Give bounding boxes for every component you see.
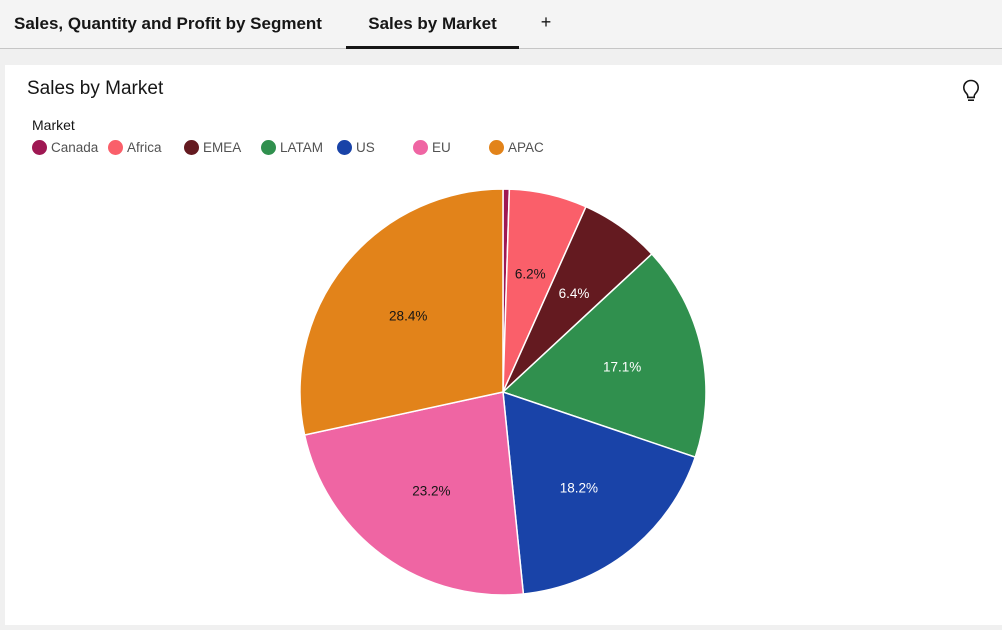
tab-bar: Sales, Quantity and Profit by Segment Sa…	[0, 0, 1002, 49]
legend-swatch	[489, 140, 504, 155]
pie-slice-latam[interactable]	[501, 252, 707, 459]
pie-label-africa: 6.2%	[515, 266, 546, 281]
legend-swatch	[108, 140, 123, 155]
pie-slice-apac[interactable]	[299, 188, 504, 436]
legend-title: Market	[32, 117, 75, 133]
pie-chart: 6.2% 6.4% 17.1% 18.2% 23.2% 28.4%	[299, 188, 707, 596]
legend-swatch	[413, 140, 428, 155]
legend-label: Africa	[127, 140, 162, 155]
pie-label-us: 18.2%	[560, 480, 598, 495]
legend-swatch	[32, 140, 47, 155]
legend-label: EMEA	[203, 140, 242, 155]
legend-label: Canada	[51, 140, 99, 155]
pie-slice-us[interactable]	[502, 390, 697, 595]
lightbulb-icon[interactable]	[960, 78, 982, 104]
add-tab-button[interactable]: +	[540, 12, 552, 32]
pie-slice-eu[interactable]	[303, 391, 525, 596]
pie-label-emea: 6.4%	[559, 286, 590, 301]
legend-swatch	[184, 140, 199, 155]
tab-sales-by-market[interactable]: Sales by Market	[346, 0, 519, 49]
tab-sales-quantity-profit[interactable]: Sales, Quantity and Profit by Segment	[14, 14, 322, 33]
pie-label-apac: 28.4%	[389, 309, 427, 324]
legend-label: APAC	[508, 140, 544, 155]
legend-label: EU	[432, 140, 451, 155]
pie-label-latam: 17.1%	[603, 360, 641, 375]
legend-label: LATAM	[280, 140, 324, 155]
legend-swatch	[337, 140, 352, 155]
legend-swatch	[261, 140, 276, 155]
pie-label-eu: 23.2%	[412, 484, 450, 499]
chart-panel: Sales by Market Market Canada Africa EMEA L…	[5, 65, 1002, 625]
panel-title: Sales by Market	[27, 78, 164, 99]
legend-label: US	[356, 140, 375, 155]
